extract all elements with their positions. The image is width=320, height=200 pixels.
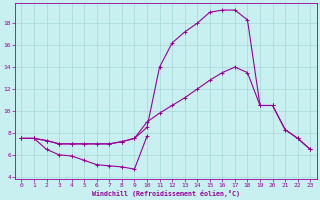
X-axis label: Windchill (Refroidissement éolien,°C): Windchill (Refroidissement éolien,°C)	[92, 190, 240, 197]
